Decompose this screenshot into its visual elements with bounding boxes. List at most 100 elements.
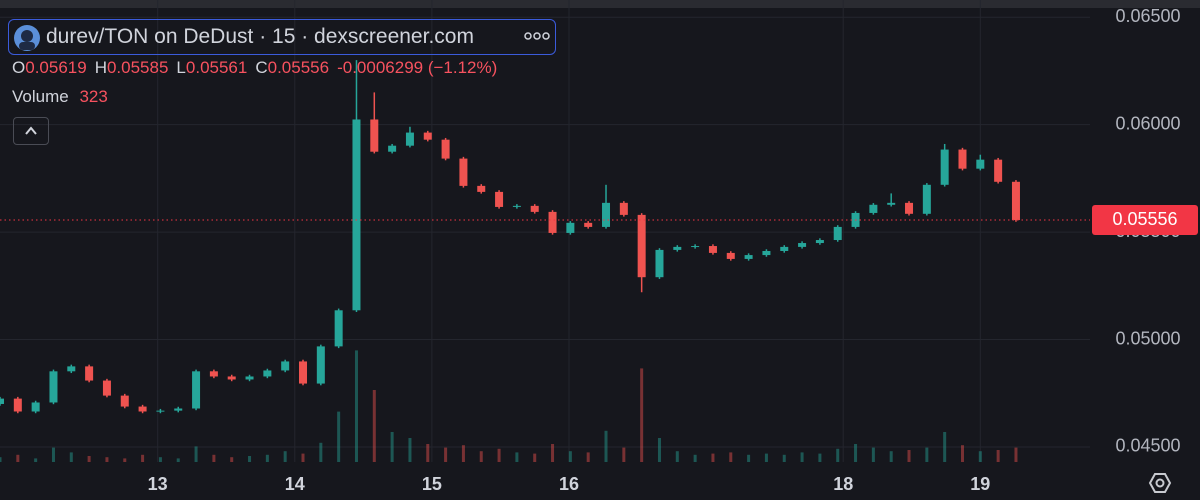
candle-body — [227, 376, 236, 380]
volume-bar — [248, 456, 252, 462]
x-tick-label: 19 — [970, 474, 990, 494]
candle-body — [1011, 181, 1020, 221]
volume-bar — [105, 457, 109, 462]
volume-bar — [444, 447, 448, 462]
candle-body — [976, 159, 985, 169]
volume-bar — [657, 438, 661, 462]
candle-body — [388, 145, 397, 152]
candle-body — [495, 191, 504, 207]
candle-body — [708, 246, 717, 253]
candle-body — [584, 222, 593, 227]
volume-bar — [586, 452, 590, 462]
volume-bar — [372, 390, 376, 462]
dot — [533, 32, 541, 40]
volume-bar — [69, 452, 73, 462]
candle-body — [281, 361, 290, 371]
candle-body — [619, 202, 628, 215]
volume-bar — [426, 444, 430, 462]
volume-bar — [390, 432, 394, 462]
candle-body — [174, 408, 183, 411]
volume-bar — [301, 453, 305, 462]
candle-body — [441, 139, 450, 159]
volume-bar — [604, 430, 608, 462]
candle-body — [370, 119, 379, 152]
more-icon[interactable] — [523, 30, 553, 42]
candle-body — [423, 132, 432, 140]
candle-body — [102, 380, 111, 396]
y-tick-label: 0.04500 — [1115, 436, 1180, 456]
candle-body — [477, 185, 486, 192]
symbol-box[interactable] — [8, 19, 556, 55]
volume-bar — [34, 458, 38, 462]
volume-bar — [675, 451, 679, 462]
chevron-path — [25, 126, 37, 135]
y-tick-label: 0.06000 — [1115, 113, 1180, 133]
collapse-button[interactable] — [13, 117, 49, 145]
candle-body — [405, 132, 414, 146]
candle-body — [31, 402, 40, 412]
volume-bar — [889, 451, 893, 462]
volume-bar — [943, 432, 947, 462]
volume-bar — [996, 450, 1000, 462]
volume-bar — [925, 447, 929, 462]
candle-body — [655, 249, 664, 278]
volume-bar — [818, 453, 822, 462]
volume-bar — [854, 444, 858, 462]
volume-bar — [408, 438, 412, 462]
volume-bar — [479, 451, 483, 462]
icon-head — [21, 30, 33, 42]
candle-body — [602, 202, 611, 227]
volume-bar — [176, 458, 180, 462]
dot — [542, 32, 550, 40]
icon-body — [19, 42, 35, 50]
volume-bar — [640, 368, 644, 462]
candle-body — [887, 202, 896, 205]
candle-body — [316, 346, 325, 384]
candle-body — [85, 366, 94, 381]
volume-bar — [568, 451, 572, 462]
volume-bar — [693, 454, 697, 462]
volume-bar — [158, 457, 162, 462]
ohlc-value: 0.05619 — [25, 58, 87, 77]
candle-body — [263, 370, 272, 377]
volume-bar — [230, 457, 234, 462]
candle-body — [815, 240, 824, 244]
candle-body — [13, 398, 22, 412]
volume-bar — [123, 458, 127, 462]
candle-body — [352, 119, 361, 311]
candle-body — [209, 371, 218, 377]
change: -0.0006299 (−1.12%) — [337, 58, 498, 77]
y-tick-label: 0.06500 — [1115, 6, 1180, 26]
settings-icon[interactable] — [1148, 473, 1172, 493]
candle-body — [334, 310, 343, 347]
last-price-label: 0.05556 — [1112, 209, 1177, 229]
ohlc-value: 0.05561 — [185, 58, 248, 77]
candle-body — [299, 361, 308, 384]
volume-bar — [1014, 447, 1018, 462]
volume-bar — [711, 453, 715, 462]
last-price-box — [1092, 205, 1198, 236]
ohlc-row: O0.05619 H0.05585 L0.05561 C0.05556 -0.00062… — [12, 58, 497, 78]
candle-body — [798, 243, 807, 247]
candle-body — [637, 214, 646, 278]
candle-body — [512, 205, 521, 207]
ohlc-key: O — [12, 58, 26, 77]
candle-body — [958, 149, 967, 169]
token-icon — [14, 25, 40, 51]
volume-bar — [960, 445, 964, 462]
volume-bar — [194, 446, 198, 462]
volume-bar — [319, 442, 323, 462]
candle-body — [245, 376, 254, 380]
volume-bar — [16, 454, 20, 462]
candle-body — [0, 398, 4, 404]
x-tick-label: 16 — [559, 474, 579, 494]
x-tick-label: 14 — [285, 474, 305, 494]
volume-row: Volume 323 — [12, 87, 108, 107]
volume-bar — [747, 454, 751, 462]
volume-bar — [515, 452, 519, 462]
candle-body — [120, 395, 129, 407]
ohlc-key: H — [94, 58, 107, 77]
candle-body — [566, 222, 575, 233]
